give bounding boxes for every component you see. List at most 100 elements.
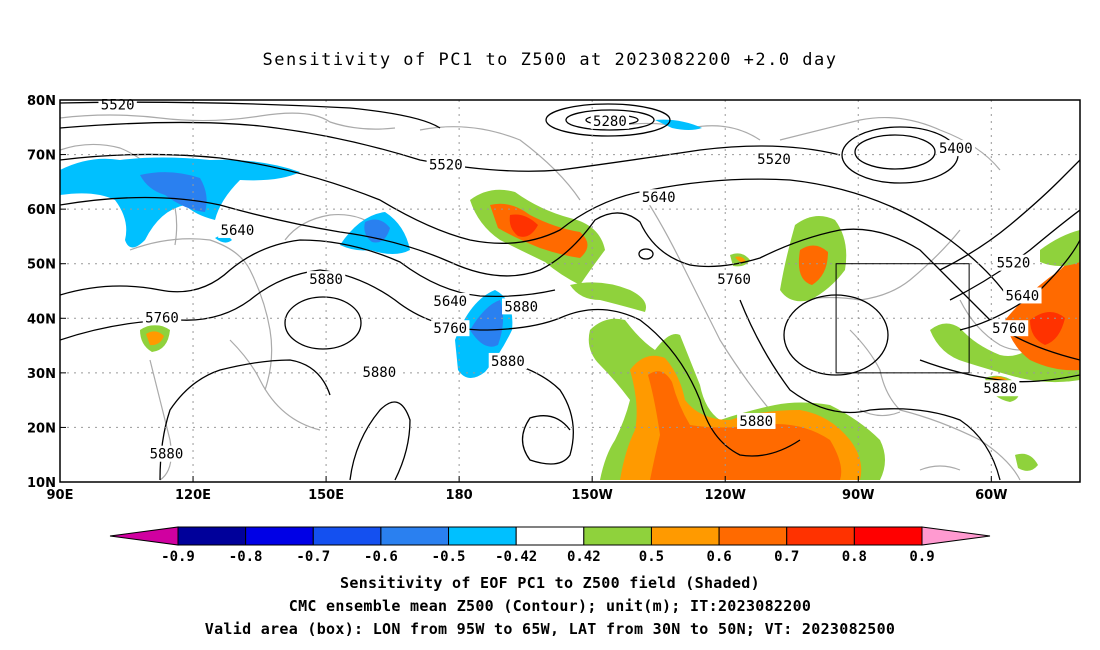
sensitivity-shading <box>60 119 1080 480</box>
contour-label: 5880 <box>491 354 525 370</box>
contour-label-bg <box>431 320 470 337</box>
shading-positive-region <box>1040 230 1080 266</box>
colorbar-swatch <box>245 526 314 546</box>
colorbar-swatch <box>786 526 855 546</box>
lon-tick-label: 150E <box>308 488 344 503</box>
contour-label: 5640 <box>1005 288 1039 304</box>
contour-label-bg <box>989 320 1029 337</box>
shading-positive-region <box>1015 453 1038 471</box>
colorbar-label: -0.6 <box>364 549 398 565</box>
contour-label: 5640 <box>221 223 255 239</box>
contour-label-bg <box>142 309 182 326</box>
colorbar-label: 0.9 <box>909 549 934 565</box>
contour-label-bg <box>218 221 257 238</box>
lat-tick-label: 60N <box>27 203 56 218</box>
contour-label-bg <box>1003 287 1042 304</box>
colorbar-swatch <box>177 526 247 546</box>
contour-label: 5520 <box>997 256 1031 272</box>
colorbar-swatch <box>312 526 382 546</box>
caption-contour: CMC ensemble mean Z500 (Contour); unit(m… <box>288 597 812 615</box>
contour-label: 5880 <box>362 365 396 381</box>
colorbar-swatch <box>650 526 720 546</box>
contour-label-bg <box>147 445 186 462</box>
contour-label-bg <box>754 151 794 168</box>
colorbar-label: -0.5 <box>432 549 466 565</box>
lon-tick-label: 90W <box>842 488 874 503</box>
lat-tick-label: 70N <box>27 149 56 164</box>
contour-label: 5760 <box>717 272 751 288</box>
colorbar-low-triangle <box>109 526 179 546</box>
shading-negative-region <box>655 119 702 130</box>
plot-frame <box>59 99 1081 483</box>
shading-positive-region <box>146 331 164 346</box>
contour-label: 5880 <box>983 381 1017 397</box>
shading-positive-region <box>1030 311 1065 345</box>
contour-label: 5880 <box>504 299 538 315</box>
colorbar-label: -0.9 <box>161 549 195 565</box>
shading-positive-region <box>735 256 746 263</box>
contour-label-bg <box>936 140 976 157</box>
colorbar-swatch <box>718 526 788 546</box>
contour-label: 5520 <box>757 152 791 168</box>
colorbar-label: 0.7 <box>774 549 799 565</box>
colorbar-label: -0.8 <box>229 549 263 565</box>
contour-label: 5640 <box>642 190 676 206</box>
contour-label: 5760 <box>145 310 179 326</box>
contour-label-bg <box>714 271 754 288</box>
colorbar-label: 0.5 <box>639 549 664 565</box>
lat-tick-label: 50N <box>27 258 56 273</box>
lon-tick-label: 180 <box>446 488 473 503</box>
colorbar-swatch <box>853 526 923 546</box>
colorbar-swatch <box>583 526 652 546</box>
contour-label-bg <box>360 363 399 380</box>
contour-label-bg <box>737 412 776 429</box>
colorbar-high-triangle <box>921 526 991 546</box>
colorbar-label: -0.42 <box>495 549 537 565</box>
contour-label: 5760 <box>433 321 467 337</box>
contour-label: 5280 <box>593 114 627 130</box>
valid-area-box <box>835 263 970 374</box>
lon-tick-label: 60W <box>975 488 1007 503</box>
contour-label: 5520 <box>101 97 135 113</box>
contour-label-bg <box>306 271 346 288</box>
colorbar: -0.9 -0.8 -0.7 -0.6 -0.5 -0.42 0.42 0.5 0.6 0.7 0.… <box>109 526 991 565</box>
lat-tick-label: 40N <box>27 312 56 327</box>
shading-positive-region <box>648 371 842 480</box>
colorbar-swatch <box>380 526 450 546</box>
map-title: Sensitivity of PC1 to Z500 at 2023082200… <box>262 50 838 70</box>
lon-tick-label: 120E <box>175 488 211 503</box>
contour-label-bg <box>502 298 541 315</box>
colorbar-label: 0.8 <box>842 549 867 565</box>
caption-shading: Sensitivity of EOF PC1 to Z500 field (Sh… <box>340 574 760 592</box>
contour-label-bg <box>590 112 630 129</box>
z500-contours <box>60 101 1080 481</box>
shading-negative-region <box>140 172 207 212</box>
contour-label-bg <box>431 292 470 309</box>
contour-label: 5880 <box>150 447 184 463</box>
contour-label-bg <box>639 189 678 206</box>
lon-tick-label: 150W <box>571 488 612 503</box>
contour-label: 5880 <box>309 272 343 288</box>
shading-positive-region <box>570 282 646 312</box>
colorbar-label: -0.7 <box>296 549 330 565</box>
colorbar-label: 0.6 <box>706 549 731 565</box>
shading-positive-region <box>798 245 828 285</box>
shading-negative-region <box>470 300 504 347</box>
contour-labels: 5520 5280 5400 5520 5520 5640 5640 5520 5880 5760… <box>98 96 1042 463</box>
lon-tick-label: 90E <box>47 488 74 503</box>
contour-label-bg <box>426 156 466 173</box>
lat-tick-label: 80N <box>27 94 56 109</box>
contour-label: 5400 <box>939 141 973 157</box>
contour-label-bg <box>488 352 528 369</box>
lat-tick-label: 10N <box>27 476 56 491</box>
coastlines <box>60 112 1080 481</box>
contour-label: 5760 <box>992 321 1026 337</box>
caption-valid-area: Valid area (box): LON from 95W to 65W, L… <box>204 620 896 638</box>
contour-label-bg <box>980 380 1020 397</box>
shading-positive-region <box>509 214 538 237</box>
contour-label-bg <box>994 254 1033 271</box>
colorbar-swatch <box>448 526 517 546</box>
colorbar-label: 0.42 <box>567 549 601 565</box>
